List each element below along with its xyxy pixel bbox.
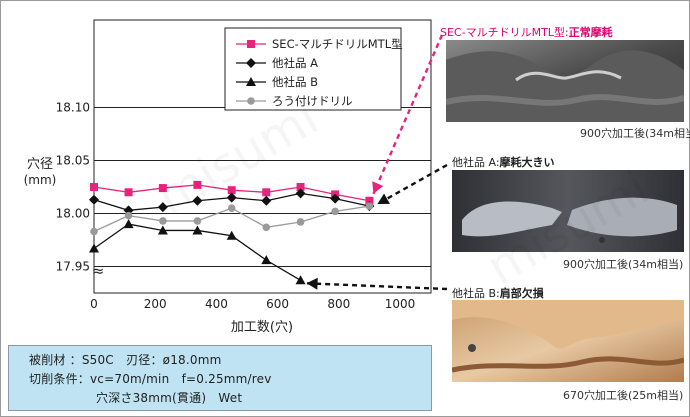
photo-caption-sec: 900穴加工後(34m相当): [580, 127, 690, 140]
data-point-s0-3: [193, 180, 202, 189]
data-point-s2-5: [261, 255, 272, 265]
legend-marker-1: [246, 58, 256, 68]
data-point-s3-3: [193, 217, 202, 225]
photo-company-b-drill-chipping: [452, 300, 684, 382]
photo-company-a-drill-wear: [452, 170, 684, 252]
photo-connectors: [306, 34, 448, 291]
photo-title-main: 正常摩耗: [568, 26, 613, 39]
x-tick-label-0: 0: [90, 297, 98, 311]
data-point-s0-0: [90, 183, 98, 191]
y-tick-label-1: 18.00: [56, 207, 90, 221]
data-point-s1-7: [330, 193, 341, 204]
data-point-s0-4: [227, 186, 236, 195]
data-point-s1-0: [89, 194, 99, 205]
connector-company-b-head: [306, 277, 318, 290]
data-point-s3-6: [296, 218, 305, 226]
photo-title-company-a: 他社品 A:摩耗大きい: [452, 154, 555, 170]
data-point-s1-5: [261, 195, 272, 206]
data-point-s3-2: [159, 217, 167, 225]
legend-label-2: 他社品 B: [272, 75, 318, 89]
legend-label-0: SEC-マルチドリルMTL型: [272, 37, 403, 51]
y-tick-label-0: 17.95: [56, 260, 90, 274]
legend-marker-3: [247, 97, 255, 105]
y-axis-label: 穴径: [27, 157, 53, 172]
data-point-s1-3: [192, 195, 203, 206]
data-point-s1-4: [226, 192, 237, 203]
y-tick-label-3: 18.10: [56, 101, 90, 115]
data-point-s0-8: [365, 196, 374, 205]
hole-depth-line: 穴深さ38mm(貫通) Wet: [96, 391, 243, 405]
y-axis-unit: (mm): [24, 173, 57, 187]
x-axis-label: 加工数(穴): [231, 320, 293, 335]
data-point-s0-1: [124, 188, 133, 197]
connector-sec-head: [372, 181, 384, 194]
data-point-s3-7: [331, 207, 339, 216]
data-point-s3-1: [124, 211, 133, 220]
cutting-conditions-box: 被削材 ：S50C 刃径：ø18.0mm 切削条件：vc=70m/min f=0…: [8, 345, 432, 411]
legend-marker-0: [247, 40, 255, 48]
series-group: [89, 180, 375, 285]
photo-title-main: 摩耗大きい: [499, 156, 555, 169]
data-point-s0-6: [296, 183, 305, 191]
x-tick-label-5: 1000: [385, 297, 416, 311]
photo-sec-drill-wear: [446, 40, 684, 122]
cutting-conditions-line: 切削条件：vc=70m/min f=0.25mm/rev: [29, 372, 272, 386]
photo-title-sec: SEC-マルチドリルMTL型:正常摩耗: [440, 24, 613, 40]
data-point-s2-3: [192, 225, 203, 235]
data-point-s1-6: [295, 188, 306, 199]
series-2: [89, 219, 306, 285]
data-point-s2-4: [226, 230, 237, 240]
legend-label-3: ろう付けドリル: [272, 94, 353, 108]
tick-labels: 17.95 18.00 18.05 18.10 0 200 400 600 800 1000: [56, 101, 416, 312]
photo-title-company-b: 他社品 B:肩部欠損: [452, 285, 544, 301]
data-point-s3-0: [90, 227, 98, 236]
data-point-s2-0: [89, 243, 99, 253]
y-axis-break-symbol: ≈: [92, 262, 105, 280]
y-tick-label-2: 18.05: [56, 154, 90, 168]
photo-title-prefix: SEC-マルチドリルMTL型:: [440, 26, 569, 39]
connector-company-a-line: [376, 163, 448, 206]
legend-marker-2: [246, 77, 256, 86]
data-point-s0-2: [158, 184, 167, 193]
data-point-s0-5: [262, 188, 271, 197]
data-point-s2-1: [123, 219, 134, 229]
data-point-s3-8: [365, 202, 374, 210]
x-tick-label-2: 400: [205, 297, 228, 311]
photo-title-prefix: 他社品 A:: [452, 156, 500, 169]
data-point-s2-6: [295, 275, 306, 285]
photo-title-main: 肩部欠損: [499, 287, 544, 300]
data-point-s1-2: [157, 202, 168, 213]
work-material-line: 被削材 ：S50C 刃径：ø18.0mm: [29, 353, 222, 367]
connector-company-b-line: [306, 282, 448, 291]
data-point-s3-4: [227, 204, 236, 212]
connector-company-a-head: [377, 193, 390, 205]
data-point-s2-2: [157, 225, 168, 235]
x-tick-label-3: 600: [266, 297, 289, 311]
x-tick-label-4: 800: [327, 297, 350, 311]
photo-caption-company-b: 670穴加工後(25m相当): [563, 389, 684, 402]
connector-sec-line: [372, 34, 444, 195]
photo-title-prefix: 他社品 B:: [452, 287, 500, 300]
data-point-s3-5: [262, 223, 271, 232]
series-3: [90, 202, 374, 236]
legend-label-1: 他社品 A: [272, 56, 318, 70]
x-tick-label-1: 200: [144, 297, 167, 311]
photo-caption-company-a: 900穴加工後(34m相当): [563, 258, 684, 271]
